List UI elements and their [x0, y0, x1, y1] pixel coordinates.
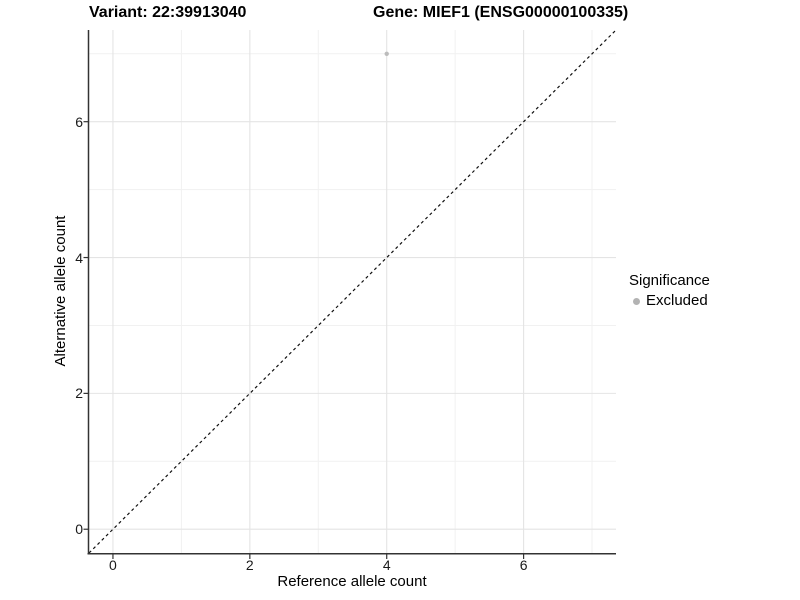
x-tick-label: 0	[109, 557, 117, 573]
identity-dashed-line	[88, 29, 617, 554]
legend: Significance Excluded	[629, 272, 710, 310]
x-tick-label: 2	[245, 557, 254, 573]
y-tick-label: 0	[75, 521, 83, 538]
legend-entry: Excluded	[629, 292, 710, 310]
legend-entries: Excluded	[629, 292, 710, 310]
y-tick-label: 2	[75, 385, 83, 402]
legend-title: Significance	[629, 272, 710, 289]
x-tick-label: 4	[382, 557, 391, 573]
x-tick-label: 6	[519, 557, 528, 573]
legend-entry-label: Excluded	[646, 292, 708, 309]
y-axis-title: Alternative allele count	[52, 215, 69, 367]
legend-marker-circle-icon	[633, 297, 640, 305]
variant-title: Variant: 22:39913040	[89, 4, 247, 21]
gene-title: Gene: MIEF1 (ENSG00000100335)	[373, 4, 629, 21]
y-tick-label: 4	[75, 249, 83, 266]
y-tick-label: 6	[75, 113, 83, 130]
x-axis-title: Reference allele count	[277, 573, 427, 590]
data-point	[384, 51, 389, 56]
